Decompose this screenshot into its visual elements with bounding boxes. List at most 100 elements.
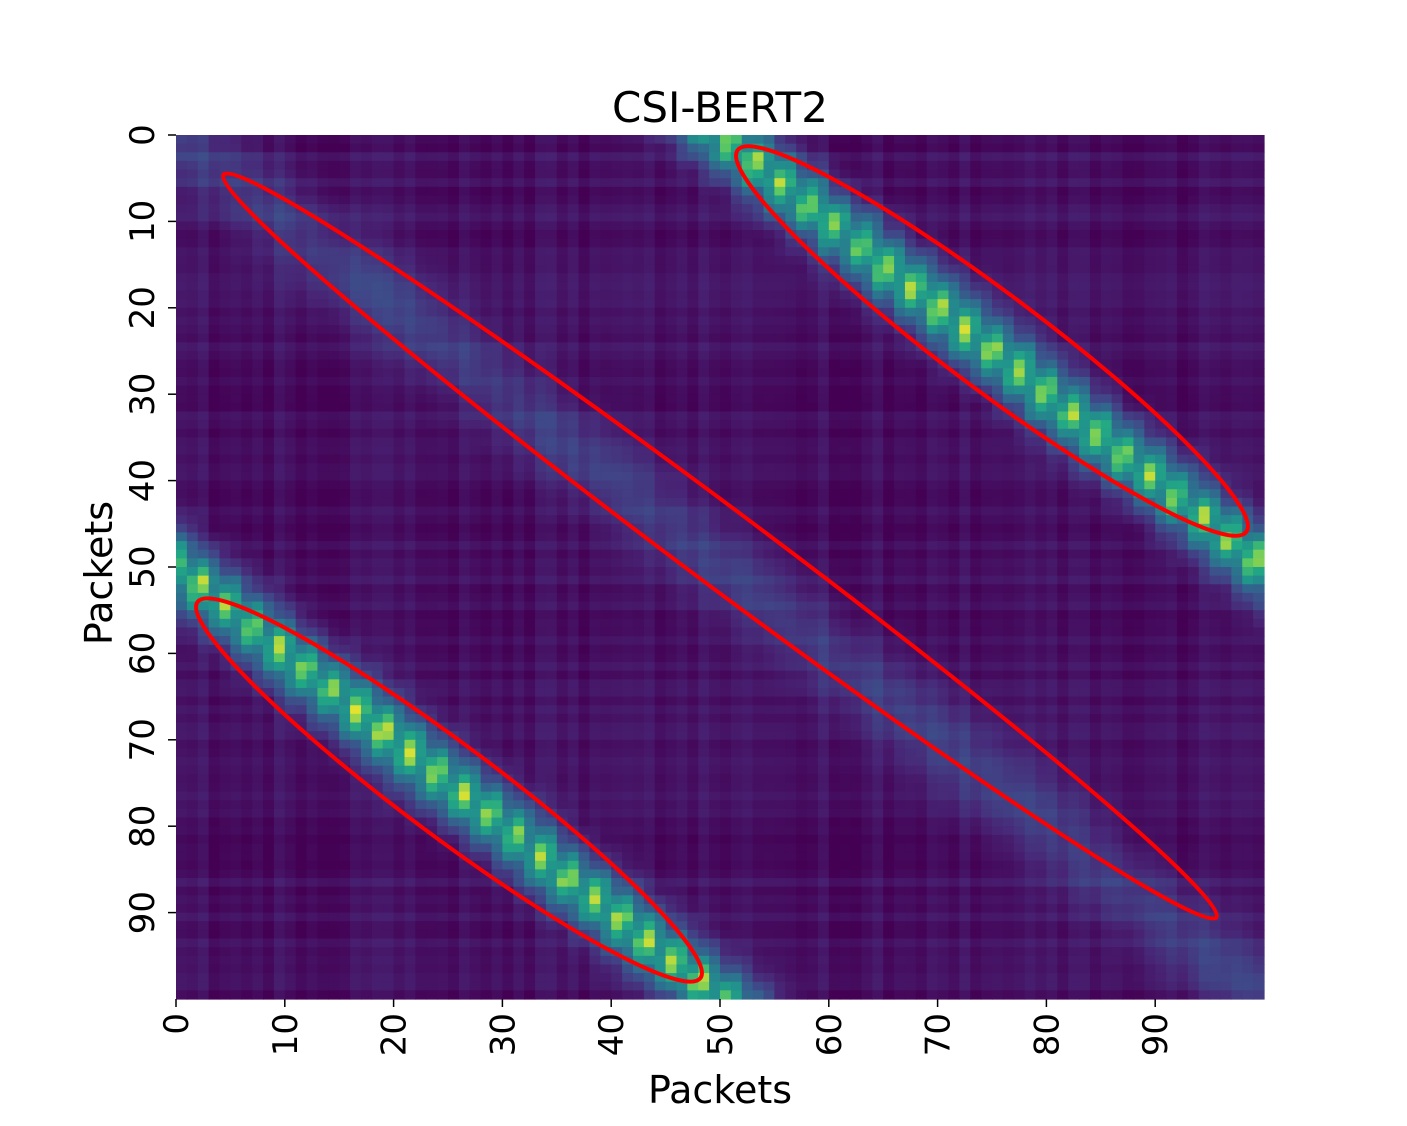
- heatmap-cell: [382, 247, 395, 257]
- heatmap-cell: [176, 238, 188, 248]
- heatmap-cell: [1002, 471, 1015, 482]
- heatmap-cell: [1253, 497, 1265, 508]
- heatmap-cell: [676, 316, 688, 326]
- heatmap-cell: [1176, 135, 1189, 145]
- heatmap-cell: [393, 351, 406, 361]
- heatmap-cell: [186, 437, 199, 447]
- heatmap-cell: [317, 290, 329, 300]
- heatmap-cell: [1198, 541, 1211, 551]
- heatmap-cell: [567, 523, 580, 534]
- heatmap-cell: [981, 420, 993, 430]
- heatmap-cell: [1002, 169, 1015, 179]
- heatmap-cell: [730, 342, 743, 352]
- heatmap-cell: [1089, 230, 1102, 240]
- heatmap-cell: [1176, 471, 1189, 482]
- heatmap-cell: [1155, 420, 1167, 430]
- heatmap-cell: [437, 437, 449, 447]
- heatmap-cell: [796, 463, 808, 473]
- heatmap-cell: [665, 463, 678, 473]
- heatmap-cell: [1057, 212, 1069, 222]
- heatmap-cell: [241, 515, 253, 525]
- heatmap-cell: [807, 255, 819, 266]
- heatmap-cell: [611, 359, 623, 369]
- heatmap-cell: [1155, 160, 1167, 171]
- heatmap-cell: [1046, 351, 1058, 361]
- heatmap-cell: [535, 368, 547, 378]
- heatmap-cell: [774, 394, 786, 404]
- heatmap-cell: [861, 178, 873, 188]
- heatmap-cell: [861, 342, 873, 352]
- heatmap-cell: [306, 221, 319, 231]
- heatmap-cell: [284, 186, 297, 197]
- heatmap-cell: [295, 428, 308, 438]
- heatmap-cell: [1209, 454, 1222, 464]
- heatmap-cell: [600, 264, 612, 274]
- heatmap-cell: [176, 152, 188, 162]
- heatmap-cell: [176, 333, 188, 343]
- heatmap-cell: [970, 463, 982, 473]
- heatmap-cell: [926, 480, 939, 490]
- heatmap-cell: [698, 143, 710, 153]
- heatmap-cell: [1046, 428, 1058, 438]
- heatmap-cell: [992, 178, 1004, 188]
- heatmap-cell: [774, 238, 786, 248]
- heatmap-cell: [306, 152, 319, 162]
- heatmap-cell: [448, 204, 460, 214]
- heatmap-cell: [828, 143, 841, 153]
- heatmap-cell: [1242, 541, 1254, 551]
- heatmap-cell: [807, 351, 819, 361]
- heatmap-cell: [676, 255, 688, 266]
- heatmap-cell: [1144, 186, 1156, 197]
- heatmap-cell: [458, 290, 471, 300]
- heatmap-cell: [1089, 135, 1102, 145]
- heatmap-cell: [1155, 506, 1167, 516]
- heatmap-cell: [360, 316, 373, 326]
- heatmap-cell: [1100, 186, 1113, 197]
- heatmap-cell: [611, 186, 623, 197]
- heatmap-cell: [567, 247, 580, 257]
- heatmap-cell: [1176, 299, 1189, 309]
- heatmap-cell: [1079, 160, 1091, 171]
- heatmap-cell: [1220, 299, 1232, 309]
- heatmap-cell: [698, 160, 710, 171]
- heatmap-cell: [850, 195, 863, 205]
- heatmap-cell: [589, 325, 601, 335]
- heatmap-cell: [763, 325, 775, 335]
- heatmap-cell: [339, 394, 351, 404]
- heatmap-cell: [1046, 212, 1058, 222]
- heatmap-cell: [709, 221, 721, 231]
- heatmap-cell: [1057, 471, 1069, 482]
- heatmap-cell: [730, 549, 743, 559]
- heatmap-cell: [915, 178, 928, 188]
- heatmap-cell: [981, 549, 993, 559]
- heatmap-cell: [937, 489, 950, 499]
- heatmap-cell: [513, 342, 525, 352]
- heatmap-cell: [1166, 143, 1178, 153]
- heatmap-cell: [480, 230, 493, 240]
- heatmap-cell: [578, 549, 591, 559]
- heatmap-cell: [273, 290, 286, 300]
- heatmap-cell: [1002, 549, 1015, 559]
- heatmap-cell: [524, 454, 536, 464]
- heatmap-cell: [545, 385, 558, 395]
- heatmap-cell: [1209, 541, 1222, 551]
- heatmap-cell: [1100, 558, 1113, 568]
- heatmap-cell: [1122, 437, 1135, 447]
- heatmap-cell: [1198, 385, 1211, 395]
- heatmap-cell: [589, 135, 601, 145]
- heatmap-cell: [578, 480, 591, 490]
- heatmap-cell: [632, 316, 645, 326]
- heatmap-cell: [1187, 212, 1200, 222]
- heatmap-cell: [197, 238, 210, 248]
- heatmap-cell: [1046, 342, 1058, 352]
- heatmap-cell: [970, 489, 982, 499]
- heatmap-cell: [817, 497, 830, 508]
- heatmap-cell: [535, 204, 547, 214]
- heatmap-cell: [1242, 376, 1254, 387]
- heatmap-cell: [915, 411, 928, 421]
- heatmap-cell: [252, 299, 264, 309]
- heatmap-cell: [981, 152, 993, 162]
- heatmap-cell: [567, 290, 580, 300]
- heatmap-cell: [611, 169, 623, 179]
- heatmap-cell: [709, 506, 721, 516]
